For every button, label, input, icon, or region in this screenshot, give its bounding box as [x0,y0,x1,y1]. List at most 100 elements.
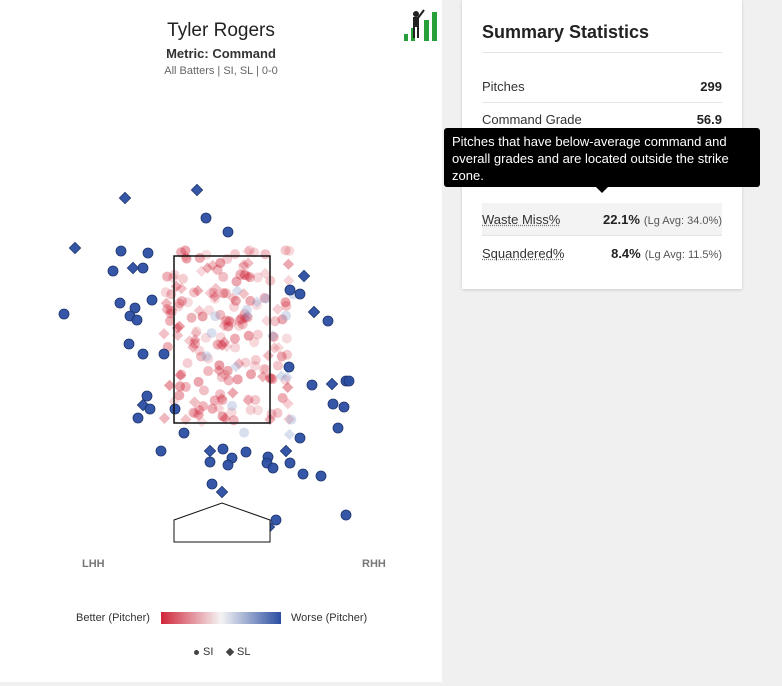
pitch-marker-si [178,427,190,439]
pitch-marker-si [173,301,184,312]
pitch-marker-si [217,395,228,406]
pitch-marker-si [209,293,220,304]
filters-label: All Batters | SI, SL | 0-0 [164,65,278,77]
pitch-marker-si [162,304,173,315]
pitch-marker-si [226,407,237,418]
pitch-marker-si [189,408,200,419]
pitch-marker-si [233,320,244,331]
pitch-marker-si [169,403,181,415]
pitch-marker-sl [192,285,204,297]
pitch-marker-si [223,321,234,332]
pitch-marker-sl [158,412,171,424]
pitch-marker-si [281,333,292,344]
pitch-marker-si [280,297,291,308]
pitch-marker-sl [272,342,285,354]
pitch-marker-si [322,315,334,327]
legend-si: SI [194,646,213,658]
pitch-marker-si [193,376,204,387]
home-plate [173,502,271,543]
pitch-marker-sl [193,409,205,421]
pitch-marker-si [238,262,249,273]
pitch-marker-si [165,305,176,316]
pitch-marker-si [284,457,296,469]
pitch-marker-sl [172,329,184,342]
pitch-marker-sl [189,334,201,346]
pitch-marker-si [206,478,218,490]
legend-sl: SL [225,646,250,658]
pitch-marker-si [210,311,221,322]
pitch-marker-si [194,252,205,263]
pitch-marker-si [243,394,254,405]
pitch-marker-si [281,300,292,311]
pitch-marker-si [158,348,170,360]
pitch-marker-sl [233,358,245,370]
pitch-marker-si [208,287,219,298]
pitch-marker-si [226,317,237,328]
pitch-marker-si [191,326,202,337]
pitch-marker-sl [281,371,293,383]
stat-label: Pitches [482,79,525,94]
pitch-marker-si [200,212,212,224]
pitch-marker-sl [219,412,231,425]
pitch-marker-si [232,374,243,385]
pitch-marker-si [237,319,248,330]
pitch-marker-si [240,446,252,458]
pitch-marker-sl [118,191,132,205]
pitch-marker-si [281,310,292,321]
pitch-marker-si [196,351,207,362]
pitch-marker-si [221,315,232,326]
pitch-marker-sl [218,320,230,332]
pitch-marker-sl [188,396,201,408]
pitch-marker-sl [216,339,229,351]
pitch-marker-si [260,249,271,260]
pitch-marker-sl [201,262,214,274]
pitch-marker-si [270,316,281,327]
pitch-marker-si [165,308,176,319]
pitch-location-plot [58,183,355,543]
pitch-marker-sl [209,290,221,303]
pitch-marker-sl [242,270,254,283]
pitch-marker-sl [236,310,248,322]
pitch-marker-si [249,360,260,371]
pitch-marker-sl [195,265,208,277]
stat-label[interactable]: Squandered% [482,246,565,261]
pitch-marker-si [194,345,205,356]
diamond-marker-icon [225,647,235,657]
pitch-marker-si [193,409,204,420]
pitch-marker-si [123,338,135,350]
stat-value: 8.4% (Lg Avg: 11.5%) [611,246,722,261]
pitch-marker-si [107,265,119,277]
pitch-marker-si [259,292,270,303]
pitch-marker-sl [204,287,216,299]
batter-logo-icon [404,9,437,41]
stat-row-waste-miss[interactable]: Waste Miss% 22.1% (Lg Avg: 34.0%) [482,203,722,236]
pitch-marker-si [166,289,177,300]
pitch-marker-si [203,353,214,364]
pitch-marker-si [182,297,193,308]
pitch-marker-sl [175,282,188,295]
pitch-marker-si [194,405,205,416]
pitch-marker-si [332,422,344,434]
pitch-marker-sl [241,310,254,322]
pitch-marker-sl [281,381,294,394]
pitch-marker-si [283,361,295,373]
pitch-marker-si [189,287,200,298]
pitch-marker-sl [242,257,254,269]
pitch-marker-si [214,360,225,371]
pitch-marker-sl [215,392,228,405]
pitch-marker-si [234,315,245,326]
stat-row-squandered[interactable]: Squandered% 8.4% (Lg Avg: 11.5%) [482,237,722,269]
pitch-marker-si [294,288,306,300]
pitch-marker-si [276,351,287,362]
pitch-marker-si [250,394,261,405]
pitch-marker-sl [215,485,229,499]
stat-label[interactable]: Waste Miss% [482,212,561,227]
pitch-marker-si [340,509,352,521]
pitch-marker-si [266,409,277,420]
pitch-marker-si [277,392,288,403]
pitch-marker-si [215,332,226,343]
pitch-marker-si [265,373,276,384]
pitch-marker-si [209,395,220,406]
pitch-marker-si [198,401,209,412]
pitch-marker-si [267,462,279,474]
